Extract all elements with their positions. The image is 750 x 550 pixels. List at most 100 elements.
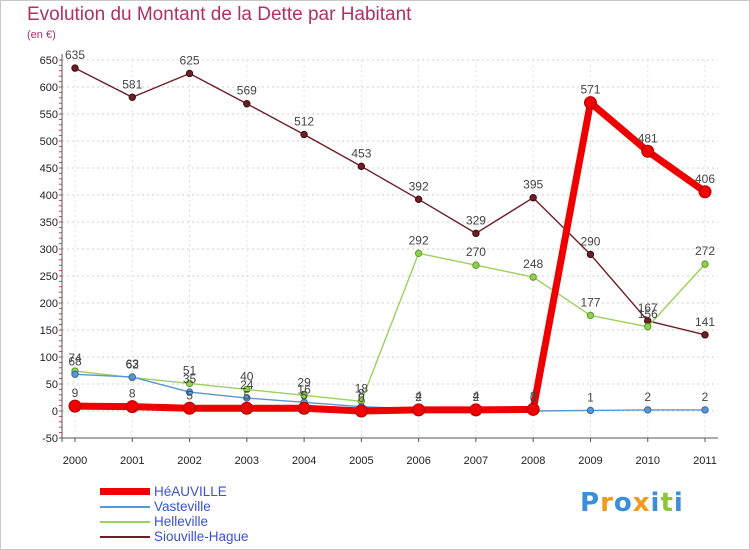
- data-label-h-auville: 0: [358, 391, 365, 405]
- logo-letter: i: [650, 488, 661, 518]
- data-label-helleville: 62: [126, 358, 140, 372]
- data-label-vasteville: 63: [126, 357, 140, 371]
- y-tick-label: 450: [40, 163, 58, 175]
- data-point-h-auville: [698, 185, 712, 199]
- data-point-helleville: [472, 261, 480, 269]
- data-point-vasteville: [701, 406, 709, 414]
- data-point-siouville-hague: [185, 69, 194, 78]
- data-label-vasteville: 8: [358, 387, 365, 401]
- data-label-helleville: 177: [580, 295, 600, 309]
- data-label-helleville: 51: [183, 363, 197, 377]
- data-label-h-auville: 2: [415, 390, 422, 404]
- data-point-siouville-hague: [701, 331, 709, 339]
- legend-label-vasteville: Vasteville: [154, 499, 211, 514]
- data-label-siouville-hague: 290: [580, 234, 600, 248]
- x-tick-label: 2004: [292, 455, 316, 467]
- data-label-h-auville: 8: [129, 387, 136, 401]
- x-tick-label: 2011: [693, 455, 717, 467]
- y-tick-label: 300: [40, 244, 58, 256]
- data-label-siouville-hague: 453: [351, 146, 371, 160]
- data-label-h-auville: 2: [473, 390, 480, 404]
- logo-letter: t: [660, 488, 674, 518]
- chart-subtitle: (en €): [27, 29, 56, 41]
- legend-swatch-helleville: [100, 521, 150, 523]
- data-label-h-auville: 406: [695, 172, 715, 186]
- y-tick-label: 150: [40, 325, 58, 337]
- legend-swatch-siouville-hague: [100, 536, 150, 538]
- data-point-h-auville: [412, 403, 426, 417]
- x-tick-label: 2002: [177, 455, 201, 467]
- data-label-helleville: 29: [297, 375, 311, 389]
- data-label-h-auville: 3: [530, 389, 537, 403]
- legend-label-helleville: Helleville: [154, 514, 209, 529]
- x-tick-label: 2009: [578, 455, 602, 467]
- data-point-vasteville: [243, 394, 251, 402]
- y-tick-label: 550: [40, 109, 58, 121]
- data-label-h-auville: 481: [638, 131, 658, 145]
- data-label-h-auville: 5: [243, 388, 250, 402]
- data-point-h-auville: [526, 402, 540, 416]
- data-label-siouville-hague: 329: [466, 213, 486, 227]
- legend-swatch-vasteville: [100, 506, 150, 508]
- data-label-siouville-hague: 581: [122, 77, 142, 91]
- x-tick-label: 2006: [406, 455, 430, 467]
- y-tick-label: 600: [40, 82, 58, 94]
- data-point-helleville: [243, 385, 251, 394]
- data-point-helleville: [300, 391, 308, 400]
- data-point-helleville: [586, 311, 595, 320]
- data-label-h-auville: 5: [301, 388, 308, 402]
- y-tick-label: 100: [40, 352, 58, 364]
- data-point-siouville-hague: [128, 93, 136, 101]
- data-point-h-auville: [125, 400, 139, 414]
- x-tick-label: 2007: [464, 455, 488, 467]
- data-label-helleville: 40: [240, 369, 254, 383]
- data-label-siouville-hague: 395: [523, 178, 543, 192]
- y-tick-label: -50: [42, 433, 58, 445]
- data-label-helleville: 248: [523, 257, 543, 271]
- y-tick-label: 500: [40, 136, 58, 148]
- x-tick-label: 2005: [349, 455, 373, 467]
- data-point-siouville-hague: [300, 130, 308, 139]
- legend-label-siouville-hague: Siouville-Hague: [154, 529, 249, 544]
- logo-letter: o: [613, 488, 633, 518]
- chart-title: Evolution du Montant de la Dette par Hab…: [27, 4, 412, 25]
- x-tick-label: 2010: [635, 455, 659, 467]
- legend-label-h-auville: HéAUVILLE: [154, 484, 227, 499]
- data-label-vasteville: 2: [644, 390, 651, 404]
- y-tick-label: 400: [40, 190, 58, 202]
- data-point-siouville-hague: [529, 194, 537, 202]
- data-point-siouville-hague: [414, 195, 423, 204]
- legend-swatch-h-auville: [100, 488, 150, 495]
- data-label-siouville-hague: 392: [409, 179, 429, 193]
- data-label-vasteville: 4: [473, 389, 480, 403]
- y-tick-label: 200: [40, 298, 58, 310]
- data-label-helleville: 156: [638, 307, 658, 321]
- data-label-siouville-hague: 512: [294, 115, 314, 129]
- data-label-vasteville: 24: [240, 378, 254, 392]
- logo-letter: x: [632, 488, 651, 518]
- data-point-siouville-hague: [472, 229, 480, 238]
- data-point-siouville-hague: [71, 64, 79, 72]
- data-point-h-auville: [68, 399, 82, 413]
- data-label-siouville-hague: 635: [65, 48, 85, 62]
- y-tick-label: 0: [52, 406, 58, 418]
- y-tick-label: 50: [46, 379, 58, 391]
- series-line-h-auville: [71, 99, 709, 415]
- data-point-helleville: [529, 273, 537, 281]
- data-point-helleville: [185, 379, 194, 388]
- data-label-vasteville: 35: [183, 372, 197, 386]
- data-point-h-auville: [354, 404, 368, 418]
- logo-letter: i: [673, 488, 684, 518]
- series-line-helleville: [74, 252, 706, 402]
- data-label-helleville: 292: [409, 233, 429, 247]
- data-point-h-auville: [469, 403, 483, 417]
- x-tick-label: 2008: [521, 455, 545, 467]
- data-point-helleville: [701, 260, 709, 268]
- data-label-siouville-hague: 625: [180, 54, 200, 68]
- data-label-siouville-hague: 167: [638, 301, 658, 315]
- data-label-siouville-hague: 141: [695, 315, 715, 329]
- data-label-siouville-hague: 569: [237, 84, 257, 98]
- data-label-h-auville: 5: [186, 388, 193, 402]
